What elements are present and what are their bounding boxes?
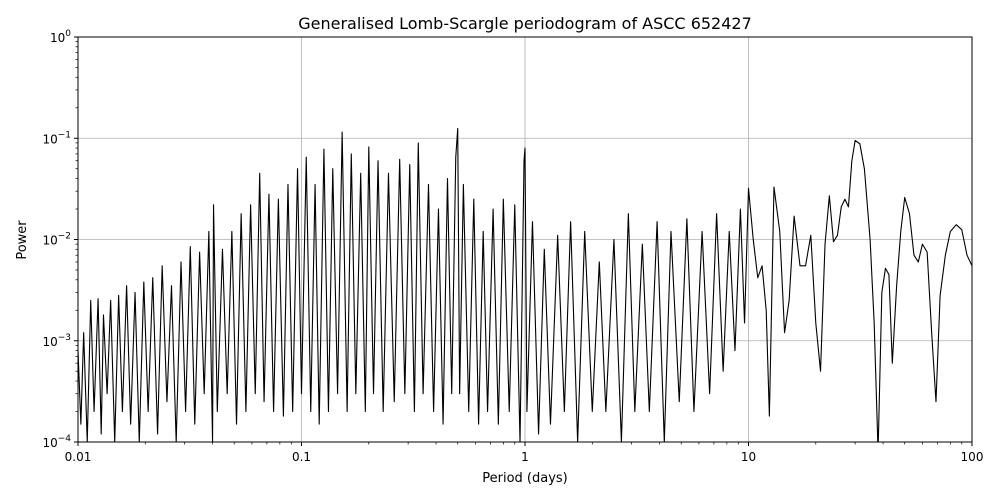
chart-title: Generalised Lomb-Scargle periodogram of …	[298, 14, 752, 33]
x-tick-label: 0.1	[292, 450, 311, 464]
major-ticks	[74, 36, 973, 446]
y-tick-label: 10−3	[42, 333, 71, 349]
periodogram-series-line	[78, 127, 972, 442]
x-tick-label: 10	[741, 450, 756, 464]
x-tick-label: 100	[961, 450, 984, 464]
x-tick-label: 0.01	[65, 450, 92, 464]
x-tick-labels: 0.01 0.1 1 10 100	[65, 450, 984, 464]
plot-area	[78, 127, 972, 442]
y-tick-label: 100	[50, 29, 71, 45]
axes-frame	[77, 36, 973, 443]
y-tick-label: 10−4	[42, 434, 71, 450]
x-axis-label: Period (days)	[482, 471, 568, 486]
y-tick-label: 10−2	[42, 232, 71, 248]
y-tick-label: 10−1	[42, 130, 71, 146]
x-tick-label: 1	[521, 450, 529, 464]
y-tick-labels: 10−4 10−3 10−2 10−1 100	[42, 29, 71, 450]
y-axis-label: Power	[15, 220, 30, 260]
